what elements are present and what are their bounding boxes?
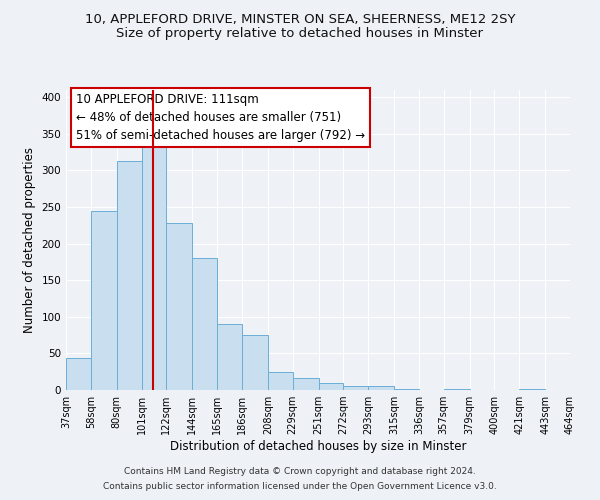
Bar xyxy=(519,388,545,390)
Text: Contains public sector information licensed under the Open Government Licence v3: Contains public sector information licen… xyxy=(103,482,497,491)
Bar xyxy=(293,378,319,390)
Y-axis label: Number of detached properties: Number of detached properties xyxy=(23,147,36,333)
Text: 10, APPLEFORD DRIVE, MINSTER ON SEA, SHEERNESS, ME12 2SY: 10, APPLEFORD DRIVE, MINSTER ON SEA, SHE… xyxy=(85,12,515,26)
X-axis label: Distribution of detached houses by size in Minster: Distribution of detached houses by size … xyxy=(170,440,466,453)
Bar xyxy=(142,145,166,390)
Bar xyxy=(192,258,217,390)
Bar xyxy=(444,388,470,390)
Text: Size of property relative to detached houses in Minster: Size of property relative to detached ho… xyxy=(116,28,484,40)
Bar xyxy=(117,161,142,390)
Bar xyxy=(268,372,293,390)
Bar xyxy=(319,384,343,390)
Bar xyxy=(242,335,268,390)
Bar xyxy=(343,386,368,390)
Bar xyxy=(166,223,192,390)
Bar xyxy=(217,324,242,390)
Text: 10 APPLEFORD DRIVE: 111sqm
← 48% of detached houses are smaller (751)
51% of sem: 10 APPLEFORD DRIVE: 111sqm ← 48% of deta… xyxy=(76,93,365,142)
Bar xyxy=(91,210,117,390)
Bar xyxy=(66,358,91,390)
Bar xyxy=(368,386,394,390)
Text: Contains HM Land Registry data © Crown copyright and database right 2024.: Contains HM Land Registry data © Crown c… xyxy=(124,467,476,476)
